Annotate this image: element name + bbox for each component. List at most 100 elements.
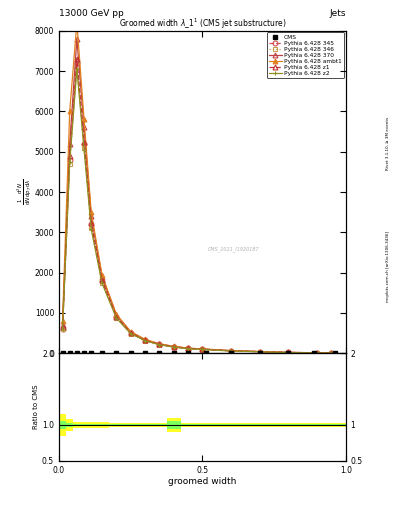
Bar (88, 423, 95, 426)
Pythia 6.428 z1 (257, 349, 262, 355)
Pythia 6.428 z1 (75, 56, 79, 62)
Pythia 6.428 z1 (329, 350, 334, 356)
Pythia 6.428 z1 (143, 337, 147, 344)
Title: Groomed width $\lambda\_1^1$ (CMS jet substructure): Groomed width $\lambda\_1^1$ (CMS jet su… (119, 16, 286, 31)
Pythia 6.428 z2 (60, 326, 65, 332)
Pythia 6.428 346 (128, 330, 133, 336)
Bar (195, 423, 217, 427)
CMS (114, 350, 119, 356)
CMS (67, 350, 72, 356)
Legend: CMS, Pythia 6.428 345, Pythia 6.428 346, Pythia 6.428 370, Pythia 6.428 ambt1, P: CMS, Pythia 6.428 345, Pythia 6.428 346,… (266, 32, 344, 78)
Pythia 6.428 z1 (229, 348, 233, 354)
Pythia 6.428 z2 (67, 159, 72, 165)
Pythia 6.428 370 (89, 213, 94, 219)
Pythia 6.428 345 (229, 348, 233, 354)
Pythia 6.428 z1 (157, 342, 162, 348)
Pythia 6.428 370 (82, 124, 86, 131)
Pythia 6.428 370 (143, 336, 147, 343)
Pythia 6.428 345 (286, 349, 291, 355)
Line: Pythia 6.428 z2: Pythia 6.428 z2 (60, 67, 334, 355)
CMS (60, 350, 65, 356)
Pythia 6.428 z1 (114, 313, 119, 319)
Pythia 6.428 ambt1 (67, 109, 72, 115)
Pythia 6.428 z2 (82, 146, 86, 153)
Bar (123, 423, 138, 427)
Bar (167, 421, 181, 429)
Pythia 6.428 370 (329, 350, 334, 356)
Pythia 6.428 ambt1 (100, 271, 105, 278)
Pythia 6.428 346 (75, 64, 79, 70)
Pythia 6.428 345 (75, 60, 79, 66)
Pythia 6.428 z1 (186, 345, 191, 351)
Pythia 6.428 370 (257, 349, 262, 355)
CMS (286, 350, 291, 356)
Text: Rivet 3.1.10, ≥ 3M events: Rivet 3.1.10, ≥ 3M events (386, 117, 390, 170)
Pythia 6.428 z1 (286, 349, 291, 355)
Pythia 6.428 z2 (171, 344, 176, 350)
Pythia 6.428 346 (200, 347, 205, 353)
Bar (303, 423, 324, 427)
Pythia 6.428 345 (171, 344, 176, 350)
Bar (123, 424, 138, 425)
Pythia 6.428 346 (143, 337, 147, 344)
Pythia 6.428 346 (157, 342, 162, 348)
CMS (143, 350, 147, 356)
Bar (181, 424, 195, 425)
Pythia 6.428 345 (200, 346, 205, 352)
Text: 13000 GeV pp: 13000 GeV pp (59, 9, 124, 18)
CMS (204, 350, 208, 356)
Pythia 6.428 z2 (257, 349, 262, 355)
Pythia 6.428 z2 (114, 315, 119, 321)
Pythia 6.428 346 (171, 344, 176, 350)
Pythia 6.428 z2 (100, 280, 105, 286)
Pythia 6.428 345 (315, 350, 320, 356)
Pythia 6.428 345 (143, 337, 147, 344)
Pythia 6.428 z2 (200, 347, 205, 353)
Pythia 6.428 z2 (128, 331, 133, 337)
CMS (100, 350, 105, 356)
Bar (138, 423, 152, 427)
Pythia 6.428 ambt1 (257, 349, 262, 355)
Pythia 6.428 346 (186, 346, 191, 352)
Pythia 6.428 z1 (67, 153, 72, 159)
Pythia 6.428 346 (229, 348, 233, 354)
Bar (59, 414, 66, 436)
Bar (274, 424, 303, 425)
Text: Jets: Jets (329, 9, 346, 18)
Y-axis label: $\frac{1}{\mathdefault{d}N}\frac{\mathdefault{d}^2N}{\mathdefault{d}p_T\,\mathde: $\frac{1}{\mathdefault{d}N}\frac{\mathde… (15, 179, 33, 205)
Pythia 6.428 345 (257, 349, 262, 355)
Pythia 6.428 345 (89, 221, 94, 227)
Pythia 6.428 z2 (89, 226, 94, 232)
Pythia 6.428 370 (186, 345, 191, 351)
Line: Pythia 6.428 ambt1: Pythia 6.428 ambt1 (60, 20, 334, 355)
Pythia 6.428 370 (157, 341, 162, 347)
Pythia 6.428 345 (67, 157, 72, 163)
Bar (245, 423, 274, 427)
CMS (75, 350, 79, 356)
Pythia 6.428 ambt1 (114, 311, 119, 317)
Bar (88, 422, 95, 428)
Bar (109, 424, 123, 425)
Pythia 6.428 345 (157, 342, 162, 348)
Pythia 6.428 345 (82, 140, 86, 146)
Bar (167, 418, 181, 432)
Pythia 6.428 346 (257, 349, 262, 355)
Pythia 6.428 z2 (229, 348, 233, 354)
Pythia 6.428 z2 (329, 350, 334, 356)
Bar (95, 423, 109, 426)
CMS (311, 350, 316, 356)
CMS (82, 350, 86, 356)
Bar (217, 424, 245, 425)
Pythia 6.428 346 (100, 280, 105, 286)
Pythia 6.428 ambt1 (60, 318, 65, 324)
CMS (229, 350, 233, 356)
Pythia 6.428 z1 (89, 220, 94, 226)
Pythia 6.428 z2 (143, 337, 147, 344)
Bar (73, 422, 81, 428)
Bar (138, 424, 152, 425)
Pythia 6.428 z1 (171, 344, 176, 350)
Pythia 6.428 346 (67, 161, 72, 167)
Pythia 6.428 370 (75, 36, 79, 42)
Pythia 6.428 ambt1 (229, 348, 233, 354)
Pythia 6.428 370 (67, 140, 72, 146)
